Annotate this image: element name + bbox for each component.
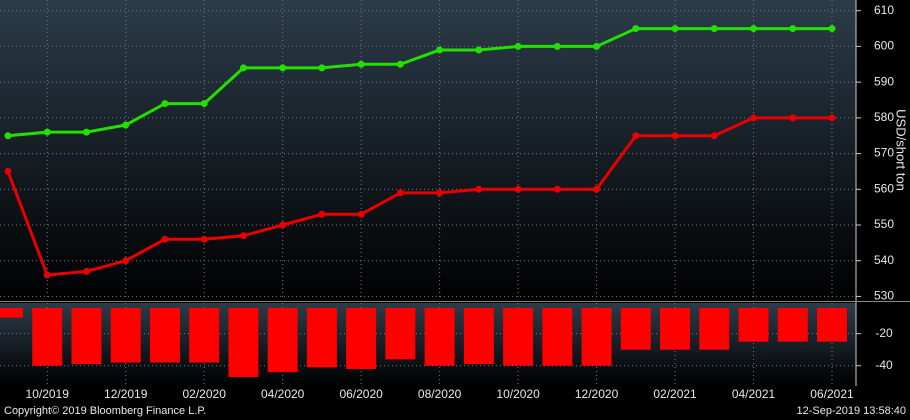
point bbox=[789, 114, 797, 122]
y-tick-label: 610 bbox=[874, 3, 894, 17]
point bbox=[239, 64, 247, 72]
x-tick-label: 12/2020 bbox=[575, 387, 619, 401]
x-tick-label: 10/2019 bbox=[26, 387, 70, 401]
bar bbox=[542, 308, 573, 366]
point bbox=[710, 132, 718, 140]
point bbox=[514, 42, 522, 50]
y-tick-label: -40 bbox=[875, 358, 893, 372]
bar bbox=[699, 308, 730, 350]
x-tick-label: 12/2019 bbox=[104, 387, 148, 401]
point bbox=[122, 257, 130, 265]
bar bbox=[385, 308, 416, 360]
point bbox=[710, 25, 718, 33]
point bbox=[750, 114, 758, 122]
point bbox=[828, 114, 836, 122]
point bbox=[4, 132, 12, 140]
bar bbox=[189, 308, 220, 363]
point bbox=[671, 132, 679, 140]
bar bbox=[738, 308, 769, 342]
point bbox=[161, 100, 169, 108]
y-tick-label: 550 bbox=[874, 217, 894, 231]
point bbox=[475, 46, 483, 54]
upper-panel bbox=[0, 0, 856, 301]
copyright: Copyright© 2019 Bloomberg Finance L.P. bbox=[4, 405, 206, 417]
point bbox=[318, 64, 326, 72]
bar bbox=[0, 308, 23, 318]
y-tick-label: 560 bbox=[874, 181, 894, 195]
bar bbox=[346, 308, 377, 369]
point bbox=[200, 100, 208, 108]
point bbox=[279, 64, 287, 72]
point bbox=[239, 232, 247, 240]
point bbox=[514, 185, 522, 193]
bar bbox=[660, 308, 691, 350]
bar bbox=[503, 308, 534, 366]
point bbox=[396, 60, 404, 68]
bar bbox=[463, 308, 494, 365]
bar bbox=[267, 308, 298, 373]
bar bbox=[306, 308, 337, 368]
point bbox=[436, 189, 444, 197]
point bbox=[122, 121, 130, 129]
y-tick-label: 580 bbox=[874, 110, 894, 124]
y-tick-label: 530 bbox=[874, 289, 894, 303]
bar bbox=[817, 308, 847, 342]
point bbox=[436, 46, 444, 54]
point bbox=[632, 132, 640, 140]
bar bbox=[110, 308, 141, 363]
point bbox=[593, 42, 601, 50]
point bbox=[161, 235, 169, 243]
x-tick-label: 04/2020 bbox=[261, 387, 305, 401]
point bbox=[4, 167, 12, 175]
bar bbox=[424, 308, 455, 366]
timestamp: 12-Sep-2019 13:58:40 bbox=[797, 405, 906, 417]
point bbox=[357, 210, 365, 218]
point bbox=[43, 271, 51, 279]
point bbox=[200, 235, 208, 243]
point bbox=[593, 185, 601, 193]
bar bbox=[32, 308, 63, 366]
x-tick-label: 04/2021 bbox=[732, 387, 776, 401]
x-tick-label: 06/2021 bbox=[810, 387, 854, 401]
point bbox=[43, 128, 51, 136]
y-tick-label: 570 bbox=[874, 146, 894, 160]
bar bbox=[777, 308, 808, 342]
point bbox=[357, 60, 365, 68]
point bbox=[750, 25, 758, 33]
y-tick-label: 540 bbox=[874, 253, 894, 267]
point bbox=[82, 267, 90, 275]
point bbox=[82, 128, 90, 136]
point bbox=[828, 25, 836, 33]
x-tick-label: 08/2020 bbox=[418, 387, 462, 401]
point bbox=[632, 25, 640, 33]
x-tick-label: 02/2020 bbox=[182, 387, 226, 401]
bar bbox=[581, 308, 612, 366]
x-tick-label: 02/2021 bbox=[653, 387, 697, 401]
point bbox=[553, 42, 561, 50]
y-tick-label: -20 bbox=[875, 326, 893, 340]
x-tick-label: 06/2020 bbox=[339, 387, 383, 401]
line bbox=[6, 116, 832, 277]
y-tick-label: 590 bbox=[874, 74, 894, 88]
line bbox=[7, 27, 832, 138]
point bbox=[279, 221, 287, 229]
point bbox=[318, 210, 326, 218]
point bbox=[671, 25, 679, 33]
bar bbox=[149, 308, 180, 363]
y-axis-label: USD/short ton bbox=[894, 109, 909, 191]
bar bbox=[228, 308, 259, 377]
y-tick-label: 600 bbox=[874, 39, 894, 53]
point bbox=[396, 189, 404, 197]
point bbox=[553, 185, 561, 193]
point bbox=[475, 185, 483, 193]
x-tick-label: 10/2020 bbox=[496, 387, 540, 401]
bar bbox=[620, 308, 651, 350]
point bbox=[789, 25, 797, 33]
bar bbox=[71, 308, 102, 365]
